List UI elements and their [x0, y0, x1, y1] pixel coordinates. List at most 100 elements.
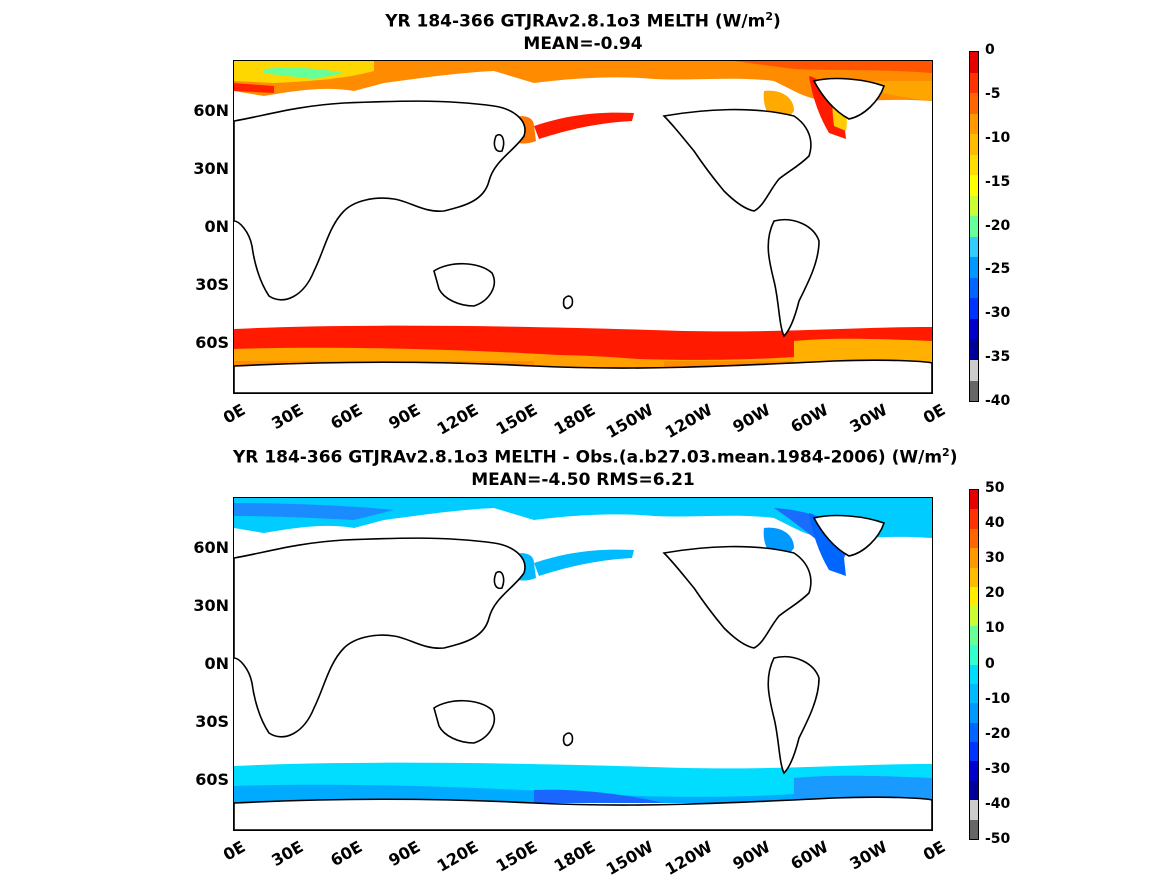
p2-colorbar-segment	[970, 742, 978, 762]
p2-lon-label: 60W	[787, 837, 832, 874]
p2-colorbar-segment	[970, 490, 978, 510]
p2-colorbar-segment	[970, 819, 978, 840]
p1-colorbar-tick: -5	[985, 85, 1001, 102]
panel1-title-sup: 2	[765, 10, 773, 23]
p1-colorbar-tick: -15	[985, 173, 1011, 190]
panel1-title: YR 184-366 GTJRAv2.8.1o3 MELTH (W/m2) ME…	[233, 6, 933, 55]
p1-colorbar-segment	[970, 339, 978, 360]
p2-colorbar-tick: 30	[985, 550, 1005, 567]
p2-lon-label: 0E	[219, 837, 249, 865]
p1-lat-60n: 60N	[193, 101, 229, 120]
p1-colorbar-tick: -35	[985, 349, 1011, 366]
p2-lon-label: 0E	[919, 837, 949, 865]
p2-colorbar-segment	[970, 761, 978, 781]
p1-colorbar-segment	[970, 236, 978, 258]
p1-lon-label: 0E	[219, 400, 249, 428]
p1-lon-label: 150W	[603, 400, 657, 442]
p2-colorbar-segment	[970, 586, 978, 607]
p1-colorbar-segment	[970, 175, 978, 196]
p2-lon-label: 90W	[729, 837, 774, 874]
p2-colorbar-segment	[970, 683, 978, 704]
p1-lon-label: 30W	[846, 400, 891, 437]
p2-colorbar-segment	[970, 567, 978, 587]
p2-lon-label: 90E	[385, 837, 424, 871]
p1-colorbar-segment	[970, 359, 978, 381]
p1-colorbar-tick: -30	[985, 305, 1011, 322]
panel1-title-text: YR 184-366 GTJRAv2.8.1o3 MELTH (W/m	[385, 11, 766, 32]
p2-colorbar-segment	[970, 703, 978, 723]
p1-colorbar-segment	[970, 93, 978, 114]
p2-colorbar-tick: -50	[985, 831, 1011, 847]
p1-colorbar-segment	[970, 318, 978, 340]
p1-colorbar-segment	[970, 113, 978, 135]
p2-lat-30n: 30N	[193, 596, 229, 615]
p1-colorbar-segment	[970, 195, 978, 217]
p1-colorbar-segment	[970, 216, 978, 237]
p1-colorbar-tick: -40	[985, 393, 1011, 409]
p2-lon-label: 150W	[603, 837, 657, 879]
panel2-mean-rms: MEAN=-4.50 RMS=6.21	[471, 469, 695, 490]
p2-lat-60n: 60N	[193, 538, 229, 557]
p1-lon-label: 0E	[919, 400, 949, 428]
panel2-title: YR 184-366 GTJRAv2.8.1o3 MELTH - Obs.(a.…	[233, 442, 957, 491]
panel2-title-sup: 2	[942, 446, 950, 459]
p1-lon-label: 120W	[661, 400, 716, 442]
p1-lon-label: 120E	[433, 400, 482, 439]
p2-colorbar-segment	[970, 625, 978, 646]
panel1-colorbar	[969, 51, 979, 402]
p1-colorbar-segment	[970, 134, 978, 155]
panel2-title-text: YR 184-366 GTJRAv2.8.1o3 MELTH - Obs.(a.…	[233, 447, 943, 468]
p1-lon-label: 90E	[385, 400, 424, 434]
p2-colorbar-segment	[970, 664, 978, 684]
p2-lon-label: 30E	[268, 837, 307, 871]
p2-colorbar-tick: -10	[985, 690, 1011, 707]
p2-colorbar-segment	[970, 548, 978, 568]
p1-lat-30n: 30N	[193, 159, 229, 178]
p2-lon-label: 60E	[326, 837, 366, 871]
p2-colorbar-tick: 10	[985, 620, 1005, 637]
p1-colorbar-segment	[970, 52, 978, 73]
p2-lat-60s: 60S	[195, 770, 229, 789]
p2-lon-label: 30W	[846, 837, 891, 874]
panel1-title-close: )	[773, 11, 781, 32]
p1-colorbar-tick: -25	[985, 261, 1011, 278]
p1-colorbar-segment	[970, 380, 978, 402]
p2-colorbar-segment	[970, 780, 978, 801]
p1-colorbar-tick: 0	[985, 42, 995, 58]
p1-colorbar-segment	[970, 298, 978, 319]
p2-lon-label: 120W	[661, 837, 716, 879]
p2-colorbar-tick: 20	[985, 585, 1005, 602]
p2-colorbar-segment	[970, 645, 978, 665]
p2-colorbar-segment	[970, 528, 978, 549]
p1-colorbar-tick: -20	[985, 217, 1011, 234]
p1-colorbar-segment	[970, 154, 978, 176]
p1-lat-30s: 30S	[195, 275, 229, 294]
p2-colorbar-segment	[970, 722, 978, 743]
p1-colorbar-segment	[970, 277, 978, 299]
p2-lon-label: 120E	[433, 837, 482, 876]
p2-lon-label: 150E	[492, 837, 541, 876]
p1-lon-label: 60W	[787, 400, 832, 437]
p1-lon-label: 90W	[729, 400, 774, 437]
p1-lon-label: 30E	[268, 400, 307, 434]
panel2-title-close: )	[949, 447, 958, 468]
p2-colorbar-segment	[970, 800, 978, 820]
p1-lon-label: 180E	[550, 400, 599, 439]
p2-colorbar-tick: -40	[985, 795, 1011, 812]
panel1-map	[233, 60, 933, 394]
panel2-map	[233, 497, 933, 831]
p1-lat-60s: 60S	[195, 333, 229, 352]
panel2-colorbar	[969, 489, 979, 840]
p2-colorbar-tick: 40	[985, 515, 1005, 532]
p2-colorbar-segment	[970, 606, 978, 626]
p2-colorbar-tick: 50	[985, 480, 1005, 496]
p2-colorbar-segment	[970, 509, 978, 529]
p2-lat-0n: 0N	[204, 654, 229, 673]
panel1-mean: MEAN=-0.94	[523, 33, 643, 54]
p1-colorbar-segment	[970, 72, 978, 94]
p2-lon-label: 180E	[550, 837, 599, 876]
p1-lon-label: 60E	[326, 400, 366, 434]
p1-colorbar-segment	[970, 257, 978, 278]
p1-colorbar-tick: -10	[985, 129, 1011, 146]
p1-lat-0n: 0N	[204, 217, 229, 236]
